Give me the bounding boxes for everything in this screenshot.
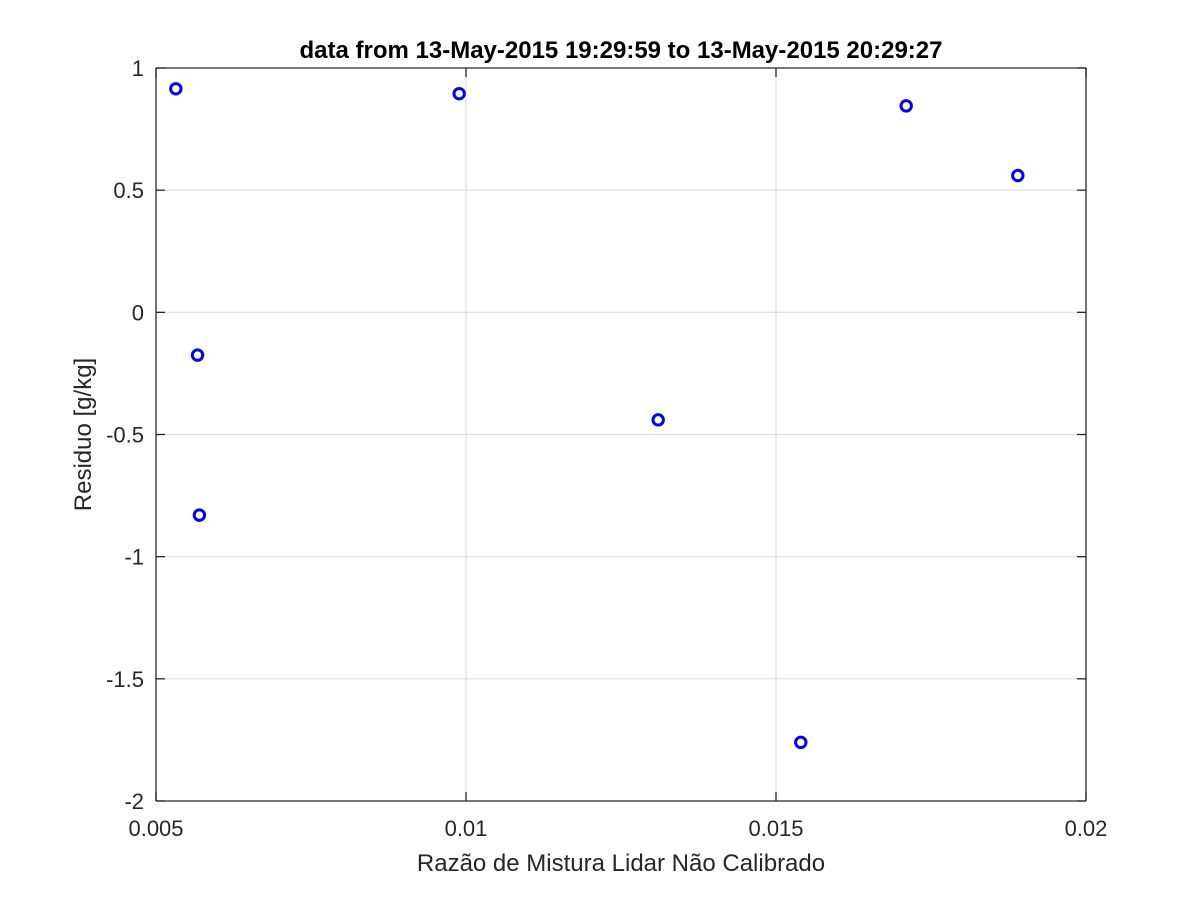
y-tick-label: 0 (132, 300, 144, 325)
data-point (192, 508, 207, 522)
y-tick-label: 1 (132, 56, 144, 81)
data-point (899, 99, 913, 113)
data-point (1011, 168, 1025, 183)
x-tick-label: 0.01 (445, 816, 488, 841)
y-axis-label: Residuo [g/kg] (70, 358, 97, 511)
data-points (169, 82, 1025, 750)
data-point (169, 82, 183, 96)
data-point (651, 413, 665, 427)
x-tick-label: 0.005 (128, 816, 183, 841)
x-tick-label: 0.015 (748, 816, 803, 841)
data-point (190, 348, 205, 362)
y-tick-label: 0.5 (113, 178, 144, 203)
chart-title: data from 13-May-2015 19:29:59 to 13-May… (300, 37, 943, 64)
data-point (452, 86, 466, 101)
x-axis-label: Razão de Mistura Lidar Não Calibrado (417, 850, 825, 877)
y-tick-label: -2 (124, 789, 144, 814)
axes (155, 67, 1087, 802)
grid-lines (156, 68, 1086, 801)
y-tick-label: -0.5 (106, 423, 144, 448)
y-tick-label: -1 (124, 545, 144, 570)
tick-labels: 0.005 0.01 0.015 0.02 -2 -1.5 -1 -0.5 0 0.5 1 (106, 56, 1107, 841)
x-tick-label: 0.02 (1065, 816, 1108, 841)
y-tick-label: -1.5 (106, 667, 144, 692)
data-point (794, 735, 808, 750)
